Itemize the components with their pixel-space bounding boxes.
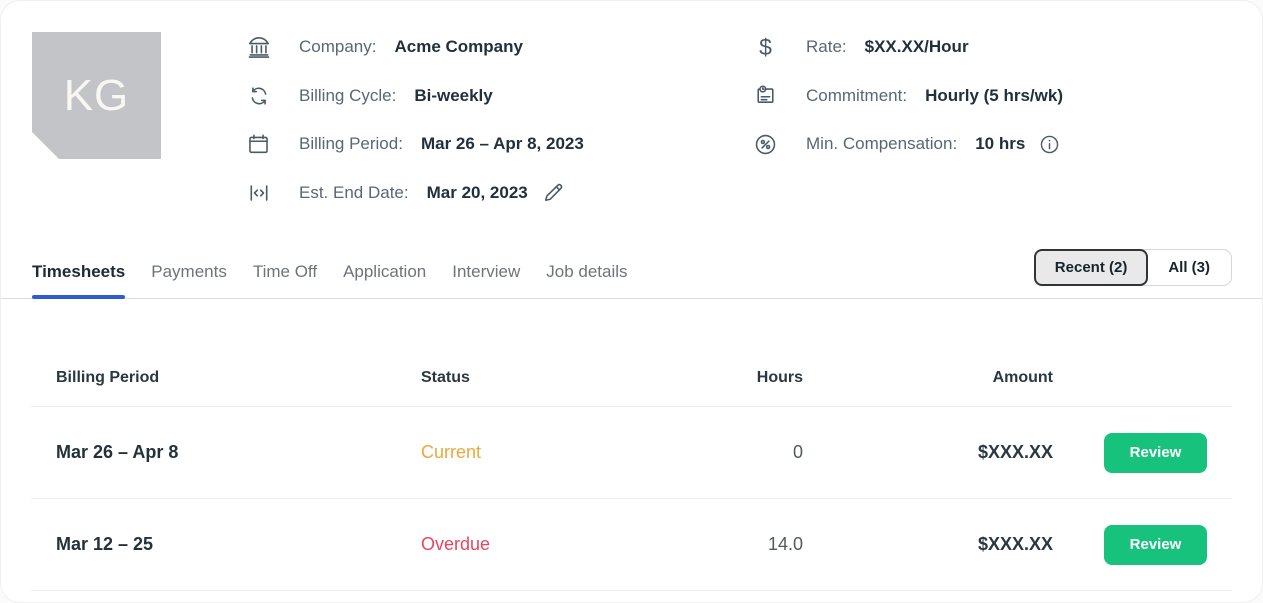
est-end-date-row: Est. End Date: Mar 20, 2023 — [245, 169, 752, 218]
calendar-icon — [245, 132, 272, 157]
tab-timesheets[interactable]: Timesheets — [32, 254, 126, 299]
tabs: Timesheets Payments Time Off Application… — [32, 254, 628, 299]
column-header-amount: Amount — [992, 368, 1053, 386]
contract-info-left: Company: Acme Company Billing Cycle: Bi-… — [245, 23, 752, 217]
rate-row: $ Rate: $XX.XX/Hour — [752, 23, 1232, 72]
tab-interview[interactable]: Interview — [452, 262, 521, 281]
cell-billing-period: Mar 12 – 25 — [56, 534, 154, 554]
date-range-icon — [245, 181, 272, 205]
table-header: Billing Period Status Hours Amount — [31, 349, 1232, 407]
cell-amount: $XXX.XX — [977, 534, 1053, 554]
percent-icon — [752, 132, 779, 157]
cell-amount: $XXX.XX — [977, 442, 1053, 462]
min-compensation-label: Min. Compensation: — [806, 134, 958, 154]
company-row: Company: Acme Company — [245, 23, 752, 72]
header: KG Company: Acme Company — [1, 1, 1262, 217]
tab-payments[interactable]: Payments — [151, 262, 227, 281]
column-header-billing-period: Billing Period — [56, 368, 160, 386]
tab-application[interactable]: Application — [343, 262, 427, 281]
review-button[interactable]: Review — [1104, 432, 1207, 473]
tabs-bar: Timesheets Payments Time Off Application… — [1, 249, 1262, 299]
tab-job-details[interactable]: Job details — [546, 262, 628, 281]
table-row: Mar 12 – 25 Overdue 14.0 $XXX.XX Review — [31, 499, 1232, 591]
billing-cycle-row: Billing Cycle: Bi-weekly — [245, 72, 752, 121]
billing-period-label: Billing Period: — [299, 134, 403, 154]
table-row: Mar 26 – Apr 8 Current 0 $XXX.XX Review — [31, 407, 1232, 499]
cell-hours: 14.0 — [767, 534, 803, 554]
filter-all-button[interactable]: All (3) — [1147, 250, 1231, 285]
company-value: Acme Company — [394, 37, 523, 57]
tab-time-off[interactable]: Time Off — [252, 262, 318, 281]
active-tab-underline — [32, 295, 126, 299]
filter-recent-button[interactable]: Recent (2) — [1033, 249, 1149, 286]
rate-label: Rate: — [806, 37, 847, 57]
contract-info: Company: Acme Company Billing Cycle: Bi-… — [245, 23, 1232, 217]
rate-value: $XX.XX/Hour — [864, 37, 969, 57]
timesheets-table: Billing Period Status Hours Amount Mar 2… — [31, 349, 1232, 591]
edit-pencil-icon[interactable] — [541, 180, 566, 205]
column-header-status: Status — [421, 368, 470, 386]
commitment-row: Commitment: Hourly (5 hrs/wk) — [752, 72, 1232, 121]
min-compensation-row: Min. Compensation: 10 hrs — [752, 120, 1232, 169]
min-compensation-value: 10 hrs — [975, 134, 1026, 154]
cell-hours: 0 — [792, 442, 803, 462]
company-label: Company: — [299, 37, 377, 57]
cell-status: Current — [421, 442, 482, 462]
timesheet-filter-segmented-control: Recent (2) All (3) — [1033, 249, 1232, 286]
bank-icon — [245, 34, 272, 60]
cell-status: Overdue — [421, 534, 491, 554]
info-icon[interactable] — [1038, 133, 1061, 156]
commitment-badge-icon — [752, 83, 779, 108]
commitment-label: Commitment: — [806, 85, 908, 105]
cell-billing-period: Mar 26 – Apr 8 — [56, 442, 179, 462]
billing-cycle-value: Bi-weekly — [414, 85, 493, 105]
refresh-icon — [245, 84, 272, 108]
avatar-initials: KG — [63, 70, 130, 120]
est-end-date-label: Est. End Date: — [299, 182, 409, 202]
review-button[interactable]: Review — [1104, 524, 1207, 565]
billing-period-value: Mar 26 – Apr 8, 2023 — [420, 134, 584, 154]
billing-period-row: Billing Period: Mar 26 – Apr 8, 2023 — [245, 120, 752, 169]
column-header-hours: Hours — [756, 368, 803, 386]
dollar-icon: $ — [759, 33, 772, 60]
contract-info-right: $ Rate: $XX.XX/Hour Commitment: — [752, 23, 1232, 217]
avatar: KG — [32, 32, 161, 159]
billing-cycle-label: Billing Cycle: — [299, 85, 397, 105]
commitment-value: Hourly (5 hrs/wk) — [925, 85, 1063, 105]
est-end-date-value: Mar 20, 2023 — [426, 182, 528, 202]
